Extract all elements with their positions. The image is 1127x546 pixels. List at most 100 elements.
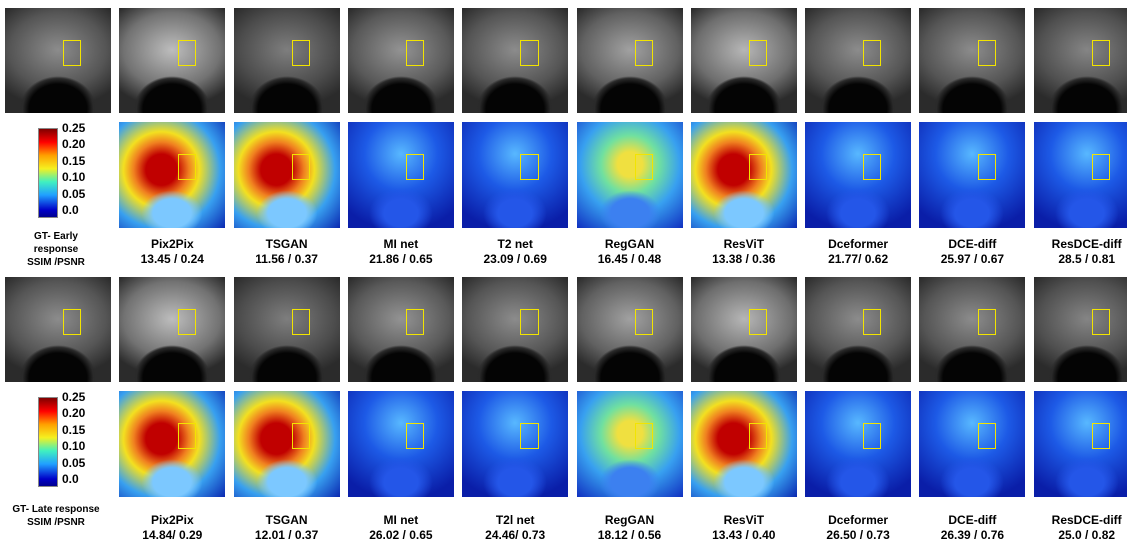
- method-scores: 13.45 / 0.24: [115, 252, 229, 267]
- colorbar-tick-label: 0.10: [62, 171, 85, 183]
- mri-image: [234, 277, 340, 382]
- method-name: DCE-diff: [915, 237, 1029, 252]
- error-map: [577, 391, 683, 497]
- method-name: RegGAN: [573, 237, 687, 252]
- method-name: T2l net: [458, 513, 572, 528]
- method-name: DCE-diff: [915, 513, 1029, 528]
- colorbar-tick-label: 0.25: [62, 122, 85, 134]
- error-map: [462, 391, 568, 497]
- mri-image: [462, 277, 568, 382]
- roi-box: [635, 40, 653, 66]
- roi-box: [978, 423, 996, 450]
- method-name: MI net: [344, 237, 458, 252]
- roi-box: [292, 423, 310, 450]
- roi-box: [635, 309, 653, 335]
- roi-box: [978, 154, 996, 181]
- method-scores: 26.50 / 0.73: [801, 528, 915, 543]
- roi-box: [978, 309, 996, 335]
- roi-box: [178, 40, 196, 66]
- roi-box: [863, 40, 881, 66]
- mri-image: [691, 277, 797, 382]
- roi-box: [406, 423, 424, 450]
- error-map: [234, 391, 340, 497]
- colorbar-tick-label: 0.10: [62, 440, 85, 452]
- colorbar-tick-label: 0.05: [62, 457, 85, 469]
- roi-box: [1092, 154, 1110, 181]
- mri-image: [805, 8, 911, 113]
- error-map: [919, 391, 1025, 497]
- colorbar-tick-label: 0.20: [62, 407, 85, 419]
- reference-label-line: SSIM /PSNR: [0, 516, 112, 529]
- method-name: MI net: [344, 513, 458, 528]
- method-scores: 11.56 / 0.37: [230, 252, 344, 267]
- error-map: [1034, 391, 1127, 497]
- method-scores: 24.46/ 0.73: [458, 528, 572, 543]
- roi-box: [178, 423, 196, 450]
- colorbar: [38, 397, 58, 487]
- colorbar-tick-label: 0.05: [62, 188, 85, 200]
- roi-box: [635, 423, 653, 450]
- method-scores: 25.97 / 0.67: [915, 252, 1029, 267]
- method-scores: 21.86 / 0.65: [344, 252, 458, 267]
- figure: 0.25 0.20 0.15 0.10 0.05 0.0 GT- Earlyresponse…: [0, 0, 1127, 546]
- mri-image: [348, 277, 454, 382]
- colorbar-tick-label: 0.0: [62, 204, 79, 216]
- roi-box: [406, 40, 424, 66]
- reference-label-line: SSIM /PSNR: [0, 256, 112, 269]
- error-map: [119, 122, 225, 228]
- method-name: ResViT: [687, 513, 801, 528]
- method-name: ResDCE-diff: [1030, 513, 1127, 528]
- roi-box: [178, 154, 196, 181]
- method-name: RegGAN: [573, 513, 687, 528]
- roi-box: [520, 423, 538, 450]
- roi-box: [520, 154, 538, 181]
- error-map: [919, 122, 1025, 228]
- error-map: [234, 122, 340, 228]
- reference-label-line: GT- Early: [0, 230, 112, 243]
- roi-box: [863, 309, 881, 335]
- colorbar-tick-label: 0.20: [62, 138, 85, 150]
- method-name: ResDCE-diff: [1030, 237, 1127, 252]
- method-name: ResViT: [687, 237, 801, 252]
- error-map: [348, 122, 454, 228]
- roi-box: [863, 423, 881, 450]
- method-name: TSGAN: [230, 237, 344, 252]
- roi-box: [406, 154, 424, 181]
- reference-label-line: GT- Late response: [0, 503, 112, 516]
- roi-box: [1092, 423, 1110, 450]
- mri-image: [919, 8, 1025, 113]
- colorbar-tick-label: 0.25: [62, 391, 85, 403]
- roi-box: [863, 154, 881, 181]
- mri-image: [5, 277, 111, 382]
- method-scores: 23.09 / 0.69: [458, 252, 572, 267]
- mri-image: [577, 8, 683, 113]
- error-map: [691, 122, 797, 228]
- reference-label-line: response: [0, 243, 112, 256]
- method-scores: 26.02 / 0.65: [344, 528, 458, 543]
- colorbar-tick-label: 0.15: [62, 155, 85, 167]
- mri-image: [119, 277, 225, 382]
- method-name: Pix2Pix: [115, 237, 229, 252]
- method-scores: 12.01 / 0.37: [230, 528, 344, 543]
- mri-image: [234, 8, 340, 113]
- error-map: [348, 391, 454, 497]
- error-map: [119, 391, 225, 497]
- mri-image: [577, 277, 683, 382]
- method-scores: 25.0 / 0.82: [1030, 528, 1127, 543]
